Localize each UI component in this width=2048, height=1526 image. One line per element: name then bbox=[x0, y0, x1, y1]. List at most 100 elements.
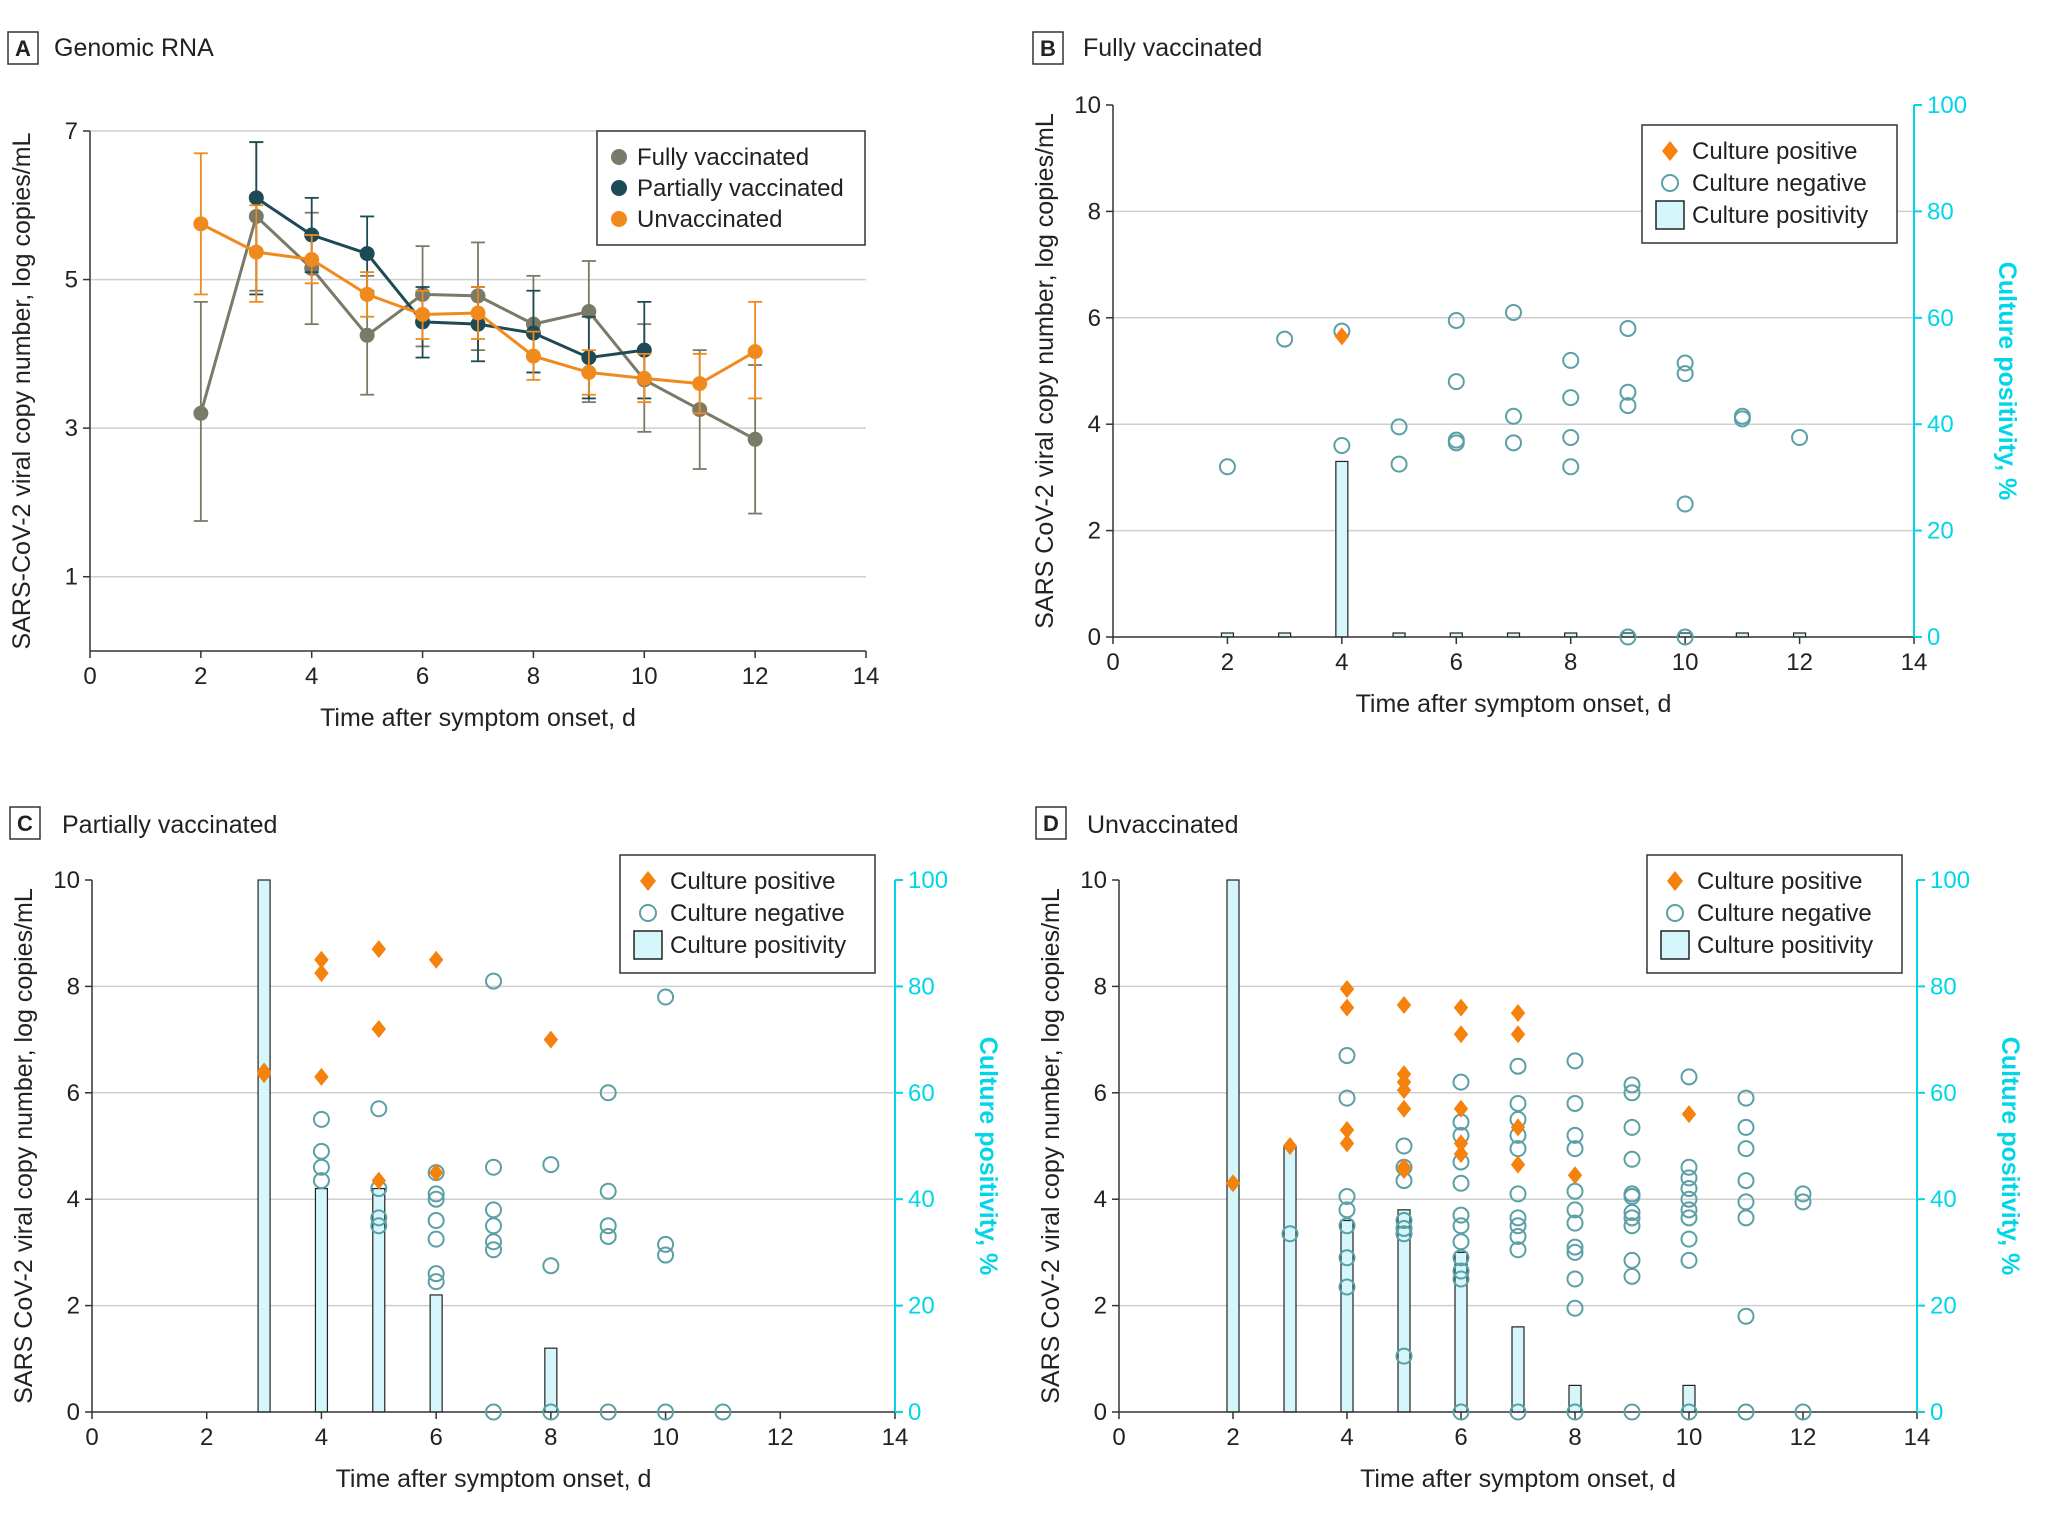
culture-positive-point bbox=[1339, 1121, 1355, 1140]
y2-axis-title: Culture positivity, % bbox=[1996, 1037, 2024, 1275]
culture-negative-point bbox=[1452, 1403, 1470, 1421]
data-point bbox=[581, 304, 597, 320]
x-tick-label: 2 bbox=[1221, 649, 1234, 676]
data-point bbox=[248, 244, 264, 260]
positivity-bar bbox=[1226, 879, 1240, 1413]
culture-negative-point bbox=[427, 1190, 445, 1208]
data-point bbox=[747, 344, 763, 360]
y2-tick-label: 80 bbox=[908, 973, 935, 1000]
y-tick-label: 10 bbox=[1080, 867, 1107, 894]
legend-box bbox=[596, 130, 866, 246]
culture-negative-point bbox=[1623, 1209, 1641, 1227]
culture-negative-point bbox=[1623, 1204, 1641, 1221]
panel-title: Unvaccinated bbox=[1087, 811, 1238, 839]
positivity-bar bbox=[1283, 1145, 1297, 1413]
panel-label: B bbox=[1040, 36, 1056, 61]
y-tick-label: 6 bbox=[1088, 305, 1101, 332]
culture-positive-point bbox=[314, 950, 329, 969]
x-tick-label: 0 bbox=[1106, 649, 1119, 676]
y2-tick-label: 60 bbox=[1927, 305, 1954, 332]
culture-negative-point bbox=[1737, 1089, 1755, 1107]
data-point bbox=[525, 348, 541, 364]
positivity-bar bbox=[429, 1294, 443, 1413]
culture-negative-point bbox=[1338, 1047, 1356, 1065]
x-tick-label: 8 bbox=[1568, 1424, 1581, 1451]
data-point bbox=[470, 305, 486, 321]
legend-label: Culture positive bbox=[670, 868, 835, 895]
culture-negative-point bbox=[1452, 1233, 1470, 1251]
x-tick-label: 6 bbox=[1454, 1424, 1467, 1451]
y-tick-label: 8 bbox=[67, 973, 80, 1000]
x-tick-label: 0 bbox=[1112, 1424, 1125, 1451]
culture-negative-point bbox=[1737, 1140, 1755, 1158]
culture-negative-point bbox=[1281, 1225, 1299, 1243]
culture-negative-point bbox=[1680, 1201, 1698, 1219]
y-tick-label: 2 bbox=[1094, 1293, 1107, 1320]
culture-negative-point bbox=[1791, 429, 1809, 446]
y-tick-label: 8 bbox=[1094, 973, 1107, 1000]
culture-negative-point bbox=[1623, 1150, 1641, 1168]
y2-tick-label: 80 bbox=[1930, 973, 1957, 1000]
legend-marker bbox=[1667, 871, 1683, 891]
culture-negative-point bbox=[1737, 1193, 1755, 1211]
legend-label: Culture positive bbox=[1692, 138, 1857, 165]
x-tick-label: 2 bbox=[200, 1424, 213, 1451]
y2-tick-label: 20 bbox=[908, 1293, 935, 1320]
culture-negative-point bbox=[1338, 1188, 1356, 1206]
culture-positive-point bbox=[1453, 1099, 1469, 1118]
legend-marker bbox=[633, 930, 663, 960]
series-unvaccinated bbox=[193, 152, 763, 415]
culture-positive-point bbox=[371, 1019, 386, 1038]
culture-negative-point bbox=[1566, 1126, 1584, 1144]
y-tick-label: 4 bbox=[1088, 411, 1101, 438]
culture-positive-point bbox=[1334, 327, 1350, 346]
legend-label: Unvaccinated bbox=[637, 206, 782, 233]
culture-positive-point bbox=[1510, 1004, 1526, 1022]
culture-negative-point bbox=[1676, 495, 1694, 513]
culture-positive-point bbox=[1510, 1025, 1526, 1044]
culture-positive-point bbox=[428, 1163, 444, 1182]
culture-positive-point bbox=[428, 950, 444, 969]
culture-negative-point bbox=[1737, 1118, 1755, 1136]
legend-marker bbox=[639, 904, 657, 922]
positivity-bar bbox=[544, 1347, 558, 1413]
data-point bbox=[359, 327, 375, 343]
culture-negative-point bbox=[1509, 1403, 1527, 1421]
y-tick-label: 0 bbox=[1094, 1399, 1107, 1426]
culture-negative-point bbox=[657, 1235, 675, 1253]
panel-title: Partially vaccinated bbox=[62, 811, 277, 839]
data-point bbox=[581, 364, 597, 380]
y-tick-label: 7 bbox=[65, 118, 78, 145]
x-axis-title: Time after symptom onset, d bbox=[320, 704, 636, 732]
culture-negative-point bbox=[1452, 1249, 1470, 1267]
culture-positive-point bbox=[1510, 1118, 1526, 1137]
culture-positive-point bbox=[1453, 998, 1469, 1017]
culture-positive-point bbox=[1225, 1174, 1241, 1193]
culture-negative-point bbox=[485, 1241, 502, 1259]
culture-negative-point bbox=[1395, 1211, 1413, 1229]
legend-marker bbox=[1655, 200, 1685, 230]
culture-negative-point bbox=[1566, 1094, 1584, 1112]
culture-negative-point bbox=[1452, 1270, 1470, 1288]
legend-label: Culture positivity bbox=[670, 932, 846, 959]
culture-positive-point bbox=[1396, 1099, 1412, 1118]
data-point bbox=[636, 370, 652, 386]
culture-positive-point bbox=[371, 1171, 386, 1190]
positivity-bar bbox=[1568, 1384, 1582, 1413]
culture-negative-point bbox=[657, 1246, 675, 1264]
legend-label: Fully vaccinated bbox=[637, 144, 809, 171]
culture-negative-point bbox=[1505, 407, 1522, 425]
x-tick-label: 14 bbox=[1901, 649, 1928, 676]
culture-negative-point bbox=[427, 1230, 445, 1248]
culture-positive-point bbox=[256, 1065, 272, 1084]
culture-negative-point bbox=[1509, 1057, 1527, 1075]
culture-positive-point bbox=[371, 940, 386, 959]
culture-negative-point bbox=[1680, 1230, 1698, 1248]
x-tick-label: 14 bbox=[1904, 1424, 1931, 1451]
culture-negative-point bbox=[1338, 1217, 1356, 1235]
culture-negative-point bbox=[1676, 628, 1694, 646]
culture-negative-point bbox=[312, 1142, 330, 1160]
